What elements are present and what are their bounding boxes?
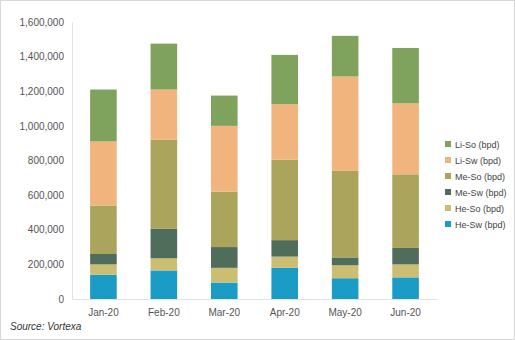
series [90,77,419,206]
bar-segment [90,264,117,274]
legend-label: He-So (bpd) [455,204,504,214]
bar-segment [392,103,419,174]
legend-label: Me-So (bpd) [455,172,505,182]
bar-segment [392,264,419,277]
bar-segment [271,104,298,159]
y-tick-label: 1,400,000 [20,51,65,62]
y-tick-label: 1,200,000 [20,86,65,97]
y-tick-label: 600,000 [28,190,65,201]
bar-segment [392,174,419,248]
legend-swatch [445,205,451,211]
x-tick-label: Mar-20 [208,307,240,318]
legend-swatch [445,221,451,227]
plot: 0 200,000 400,000 600,000 800,000 1,000,000 1,… [20,17,438,318]
frame [1,1,515,340]
y-tick: 600,000 [28,190,72,201]
bar-segment [211,283,238,299]
y-tick: 200,000 [28,259,72,270]
bar-segment [151,270,178,299]
y-tick: 400,000 [28,224,72,235]
legend-swatch [445,157,451,163]
legend-label: Me-Sw (bpd) [455,188,507,198]
bar-segment [151,140,178,229]
legend-swatch [445,173,451,179]
bar-segment [211,268,238,283]
y-tick: 1,000,000 [20,121,73,132]
x-tick: Feb-20 [148,299,180,318]
series [90,36,419,142]
bar-segment [271,240,298,256]
bar-segment [211,247,238,268]
series [90,229,419,268]
x-tick: Apr-20 [270,299,300,318]
series [90,140,419,258]
x-tick: Jan-20 [88,299,119,318]
legend-label: Li-Sw (bpd) [455,156,501,166]
bar-segment [90,254,117,264]
bar-segment [151,44,178,90]
y-axis-line [72,23,73,300]
bar-segment [211,192,238,247]
y-tick-label: 200,000 [28,259,65,270]
y-tick-label: 1,600,000 [20,17,65,28]
bar-segment [271,257,298,268]
y-tick: 1,600,000 [20,17,73,28]
bar-segment [392,277,419,299]
bar-segment [90,141,117,205]
chart: 0 200,000 400,000 600,000 800,000 1,000,000 1,… [0,0,515,340]
bar-segment [151,258,178,270]
bar-segment [271,160,298,241]
bar-segment [332,278,359,299]
x-tick: May-20 [328,299,362,318]
bar-segment [151,90,178,140]
bar-segment [332,171,359,258]
legend: Li-So (bpd) Li-Sw (bpd) Me-So (bpd) Me-Sw (… [445,140,507,230]
bar-segment [271,55,298,104]
bar-segment [90,275,117,299]
x-tick-label: Jan-20 [88,307,119,318]
bars [90,36,419,299]
bar-segment [211,126,238,192]
y-tick: 0 [58,294,72,305]
bar-segment [90,90,117,142]
legend-label: He-Sw (bpd) [455,220,506,230]
y-tick: 1,200,000 [20,86,73,97]
bar-segment [90,206,117,254]
source-note: Source: Vortexa [10,321,82,332]
bar-segment [332,257,359,265]
x-axis-line [73,299,438,300]
bar-segment [271,268,298,299]
legend-swatch [445,189,451,195]
bar-segment [211,96,238,126]
bar-segment [392,48,419,103]
bar-segment [392,248,419,264]
bar-segment [151,229,178,258]
x-tick: Mar-20 [208,299,240,318]
x-tick: Jun-20 [390,299,421,318]
y-tick-label: 0 [58,294,64,305]
bar-segment [332,36,359,77]
x-tick-label: Apr-20 [270,307,300,318]
bar-segment [332,265,359,278]
y-axis: 0 200,000 400,000 600,000 800,000 1,000,000 1,… [20,17,73,305]
series [90,268,419,299]
bar-segment [332,77,359,171]
y-tick-label: 800,000 [28,155,65,166]
x-tick-label: Feb-20 [148,307,180,318]
y-tick: 800,000 [28,155,72,166]
x-tick-label: May-20 [328,307,362,318]
legend-swatch [445,141,451,147]
x-tick-label: Jun-20 [390,307,421,318]
y-tick-label: 400,000 [28,224,65,235]
series [90,257,419,283]
legend-label: Li-So (bpd) [455,140,500,150]
y-tick-label: 1,000,000 [20,121,65,132]
y-tick: 1,400,000 [20,51,73,62]
x-axis: Jan-20 Feb-20 Mar-20 Apr-20 May-20 Jun-20 [73,299,438,318]
